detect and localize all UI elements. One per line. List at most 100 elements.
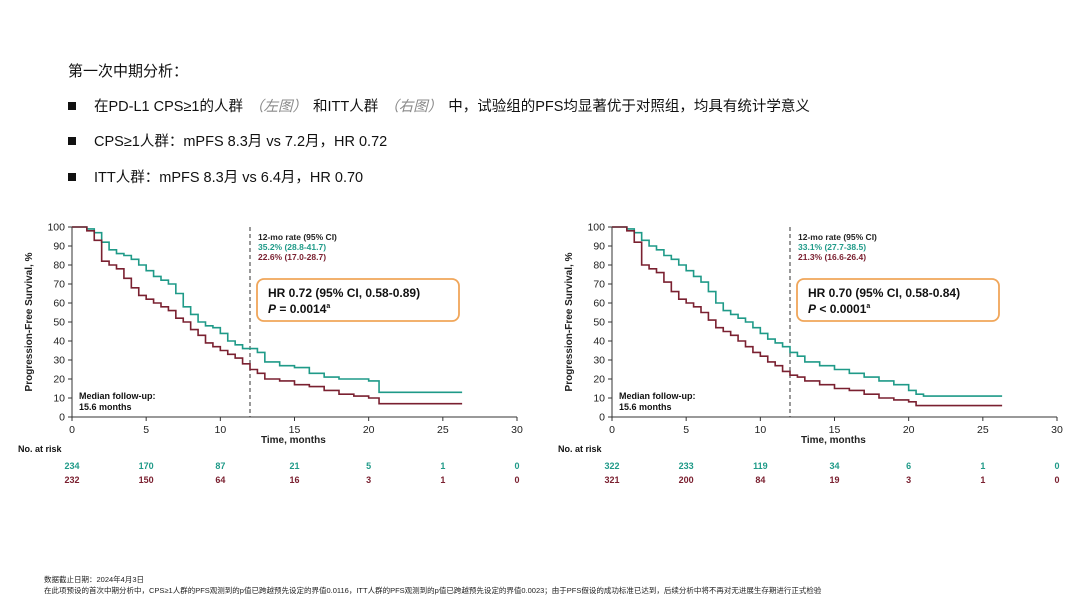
hr-box <box>256 278 460 322</box>
hr-box <box>796 278 1000 322</box>
rate-control: 21.3% (16.6-26.4) <box>798 252 866 262</box>
y-tick-label: 90 <box>53 241 65 253</box>
risk-experimental-value: 0 <box>514 461 519 471</box>
y-tick-label: 80 <box>53 260 65 272</box>
x-tick-label: 10 <box>754 424 766 436</box>
risk-experimental-value: 34 <box>829 461 839 471</box>
risk-experimental-value: 322 <box>604 461 619 471</box>
y-tick-label: 100 <box>47 222 65 234</box>
x-axis-title: Time, months <box>261 435 326 446</box>
x-tick-label: 5 <box>143 424 149 436</box>
p-label: P <box>808 302 817 316</box>
risk-control-value: 19 <box>829 475 839 485</box>
bullet-2-text: CPS≥1人群：mPFS 8.3月 vs 7.2月，HR 0.72 <box>94 134 388 150</box>
y-tick-label: 10 <box>593 393 605 405</box>
bullet-1-post: 中，试验组的PFS均显著优于对照组，均具有统计学意义 <box>448 99 810 115</box>
rate-experimental: 33.1% (27.7-38.5) <box>798 242 866 252</box>
footer-note: 在此项预设的首次中期分析中，CPS≥1人群的PFS观测到的p值已跨越预先设定的界… <box>44 586 822 595</box>
risk-experimental-value: 234 <box>64 461 79 471</box>
y-tick-label: 40 <box>593 336 605 348</box>
p-value-text: P < 0.0001a <box>808 302 870 316</box>
p-value-text: P = 0.0014a <box>268 302 330 316</box>
experimental-curve <box>612 226 1003 397</box>
y-axis-title: Progression-Free Survival, % <box>24 252 35 391</box>
p-value: < 0.0001 <box>816 302 867 316</box>
risk-experimental-value: 1 <box>980 461 985 471</box>
p-superscript: a <box>326 303 330 310</box>
y-tick-label: 30 <box>593 355 605 367</box>
risk-experimental-value: 233 <box>679 461 694 471</box>
rate-title: 12-mo rate (95% CI) <box>798 232 877 242</box>
y-tick-label: 0 <box>599 412 605 424</box>
experimental-curve <box>72 226 463 394</box>
risk-experimental-value: 1 <box>440 461 445 471</box>
y-tick-label: 90 <box>593 241 605 253</box>
p-label: P <box>268 302 277 316</box>
bullet-2: CPS≥1人群：mPFS 8.3月 vs 7.2月，HR 0.72 <box>68 130 387 151</box>
y-tick-label: 30 <box>53 355 65 367</box>
risk-experimental-value: 119 <box>753 461 768 471</box>
y-tick-label: 0 <box>59 412 65 424</box>
risk-control-value: 1 <box>440 475 445 485</box>
control-curve <box>612 226 1003 407</box>
section-heading: 第一次中期分析： <box>68 63 189 80</box>
y-tick-label: 50 <box>593 317 605 329</box>
y-tick-label: 40 <box>53 336 65 348</box>
x-tick-label: 30 <box>511 424 523 436</box>
y-tick-label: 60 <box>53 298 65 310</box>
risk-experimental-value: 5 <box>366 461 371 471</box>
y-tick-label: 70 <box>53 279 65 291</box>
bullet-1-left-fig: （左图） <box>248 99 307 115</box>
risk-control-value: 3 <box>366 475 371 485</box>
x-tick-label: 0 <box>609 424 615 436</box>
x-tick-label: 25 <box>437 424 449 436</box>
risk-control-value: 0 <box>1054 475 1059 485</box>
bullet-square-icon <box>68 136 76 145</box>
risk-control-value: 64 <box>215 475 225 485</box>
followup-label: Median follow-up: <box>619 391 696 401</box>
control-curve <box>72 226 463 405</box>
followup-value: 15.6 months <box>79 402 132 412</box>
risk-experimental-value: 6 <box>906 461 911 471</box>
y-tick-label: 100 <box>587 222 605 234</box>
rate-title: 12-mo rate (95% CI) <box>258 232 337 242</box>
x-tick-label: 30 <box>1051 424 1063 436</box>
y-tick-label: 70 <box>593 279 605 291</box>
y-axis-title: Progression-Free Survival, % <box>564 252 575 391</box>
risk-control-value: 321 <box>604 475 619 485</box>
risk-control-value: 84 <box>755 475 765 485</box>
y-tick-label: 60 <box>593 298 605 310</box>
hr-text: HR 0.72 (95% CI, 0.58-0.89) <box>268 286 420 300</box>
x-tick-label: 25 <box>977 424 989 436</box>
bullet-square-icon <box>68 101 76 110</box>
bullet-3: ITT人群：mPFS 8.3月 vs 6.4月，HR 0.70 <box>68 166 363 187</box>
risk-control-value: 150 <box>139 475 154 485</box>
hr-text: HR 0.70 (95% CI, 0.58-0.84) <box>808 286 960 300</box>
bullet-square-icon <box>68 172 76 181</box>
y-tick-label: 10 <box>53 393 65 405</box>
x-tick-label: 10 <box>214 424 226 436</box>
y-tick-label: 50 <box>53 317 65 329</box>
risk-experimental-value: 0 <box>1054 461 1059 471</box>
p-superscript: a <box>866 303 870 310</box>
risk-control-value: 232 <box>64 475 79 485</box>
y-tick-label: 20 <box>593 374 605 386</box>
risk-control-value: 3 <box>906 475 911 485</box>
risk-control-value: 0 <box>514 475 519 485</box>
y-tick-label: 80 <box>593 260 605 272</box>
x-tick-label: 0 <box>69 424 75 436</box>
p-value: = 0.0014 <box>276 302 327 316</box>
bullet-1-mid: 和ITT人群 <box>312 99 379 115</box>
y-tick-label: 20 <box>53 374 65 386</box>
bullet-1-pre: 在PD-L1 CPS≥1的人群 <box>94 99 243 115</box>
risk-label: No. at risk <box>558 444 603 454</box>
x-tick-label: 20 <box>903 424 915 436</box>
risk-experimental-value: 21 <box>289 461 299 471</box>
footer-cutoff: 数据截止日期：2024年4月3日 <box>44 575 145 584</box>
bullet-1: 在PD-L1 CPS≥1的人群 （左图） 和ITT人群 （右图） 中，试验组的P… <box>68 95 810 116</box>
x-tick-label: 15 <box>829 424 841 436</box>
risk-control-value: 1 <box>980 475 985 485</box>
risk-control-value: 200 <box>679 475 694 485</box>
x-tick-label: 20 <box>363 424 375 436</box>
